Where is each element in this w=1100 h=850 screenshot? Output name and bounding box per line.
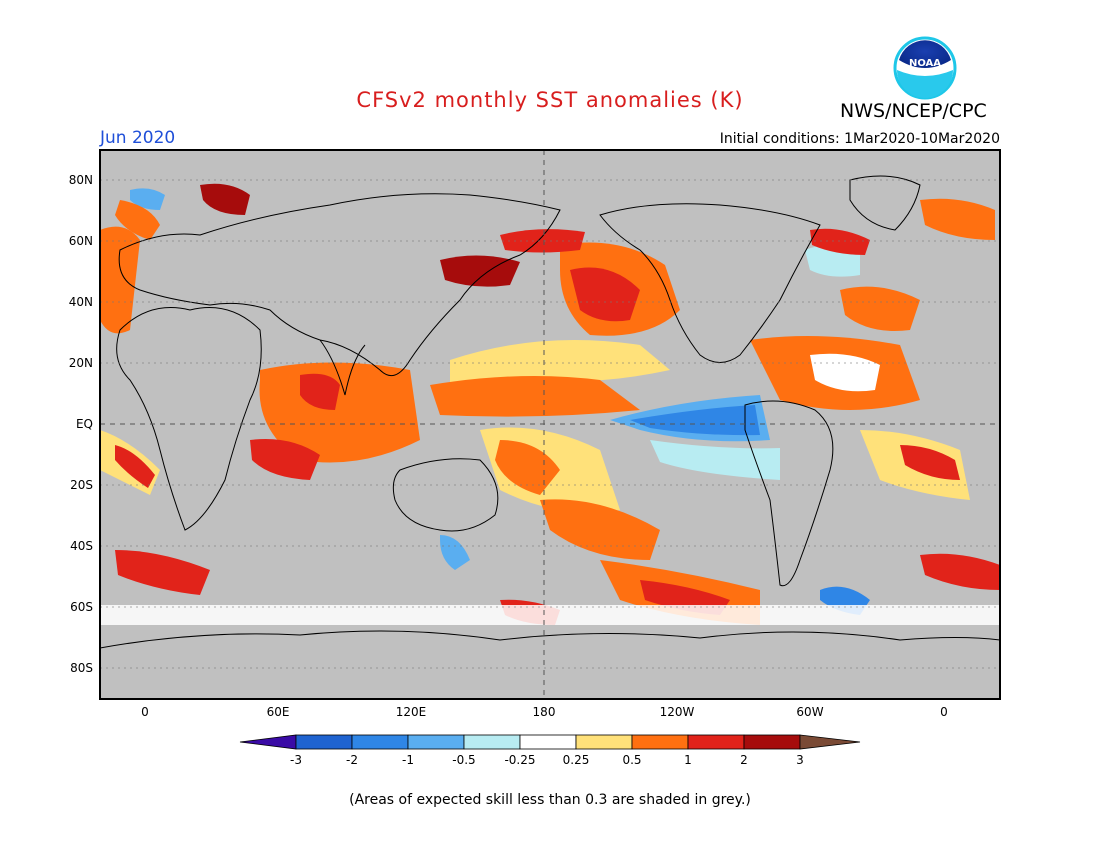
skill-footnote: (Areas of expected skill less than 0.3 a… [349,792,751,808]
lon-label: 60E [267,705,290,719]
lon-label: 0 [940,705,948,719]
colorbar-bin [463,734,521,750]
colorbar-arrow-high [799,734,861,750]
colorbar-tick: 1 [684,753,692,767]
colorbar-tick: -3 [290,753,302,767]
colorbar-bin [407,734,465,750]
map-frame [99,149,1001,700]
agency-label: NWS/NCEP/CPC [840,100,987,122]
colorbar-tick: -0.5 [452,753,475,767]
noaa-logo-text: NOAA [909,58,941,69]
colorbar-tick: 0.5 [622,753,641,767]
lon-label: 120W [660,705,695,719]
colorbar-bin [743,734,801,750]
lon-label: 0 [141,705,149,719]
lat-label: 20S [70,478,93,492]
lat-label: EQ [76,417,93,431]
latitude-axis: 80N 60N 40N 20N EQ 20S 40S 60S 80S [69,173,93,675]
lon-label: 60W [796,705,823,719]
colorbar-bin [351,734,409,750]
colorbar-arrow-low [239,734,297,750]
colorbar-bin [519,734,577,750]
forecast-month: Jun 2020 [100,128,176,148]
colorbar-tick: 3 [796,753,804,767]
minor-gridlines [100,179,1000,669]
coastlines [100,175,1000,649]
lat-label: 80N [69,173,93,187]
lat-label: 20N [69,356,93,370]
colorbar-tick: -2 [346,753,358,767]
colorbar-tick: -0.25 [504,753,535,767]
lat-label: 40N [69,295,93,309]
colorbar-tick: 2 [740,753,748,767]
colorbar-bin [687,734,745,750]
map-title: CFSv2 monthly SST anomalies (K) [356,88,744,112]
lon-label: 180 [533,705,556,719]
colorbar-tick: 0.25 [563,753,590,767]
colorbar-bin [631,734,689,750]
lat-label: 60N [69,234,93,248]
longitude-axis: 0 60E 120E 180 120W 60W 0 [141,705,948,719]
lon-label: 120E [396,705,427,719]
lat-label: 60S [70,600,93,614]
lat-label: 80S [70,661,93,675]
initial-conditions: Initial conditions: 1Mar2020-10Mar2020 [719,131,1000,147]
colorbar-tick: -1 [402,753,414,767]
lat-label: 40S [70,539,93,553]
noaa-logo: NOAA [893,36,957,100]
colorbar-bin [575,734,633,750]
colorbar: -3 -2 -1 -0.5 -0.25 0.25 0.5 1 2 3 [239,734,861,767]
colorbar-bin [295,734,353,750]
